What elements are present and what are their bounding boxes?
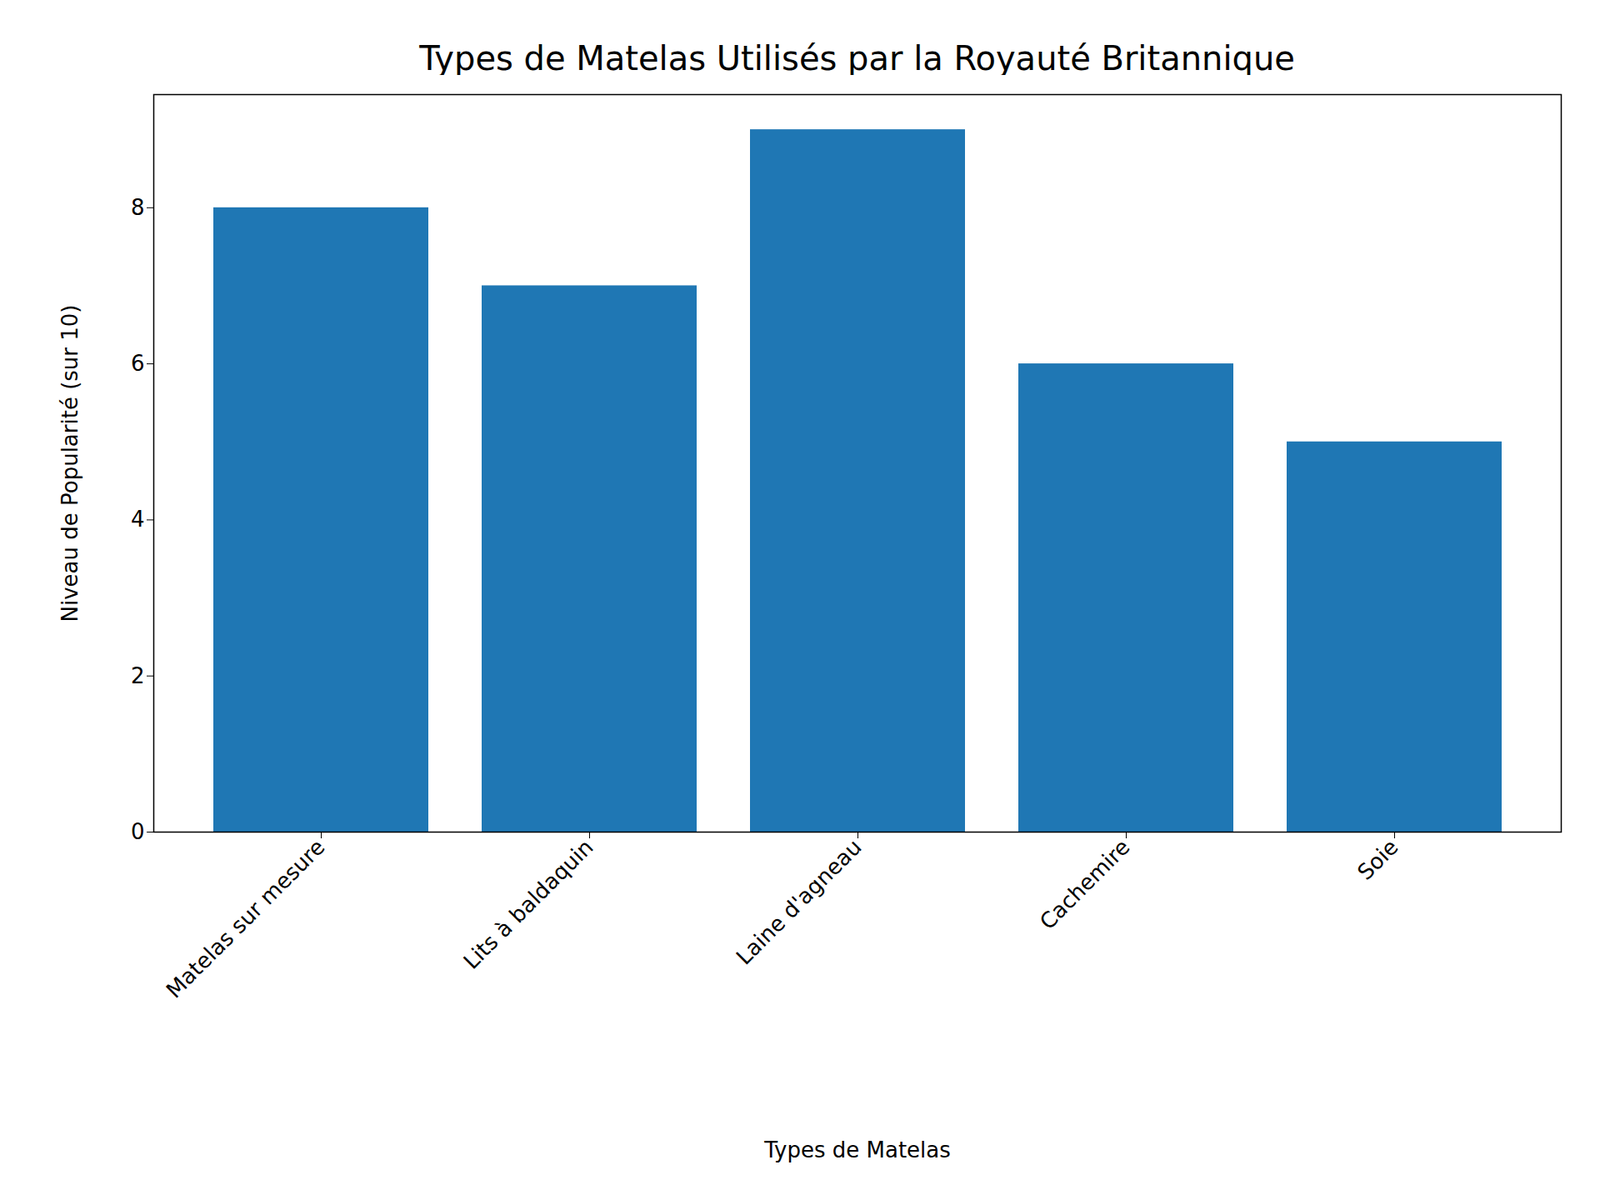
svg-text:Matelas sur mesure: Matelas sur mesure: [160, 834, 330, 1003]
html-text:Types de Matelas Utilisés par: Types de Matelas Utilisés par la Royauté…: [419, 39, 1295, 78]
svg-text:Laine d'agneau: Laine d'agneau: [730, 834, 866, 970]
svg-text:6: 6: [130, 350, 145, 376]
svg-text:Types de Matelas: Types de Matelas: [763, 1137, 951, 1163]
svg-text:Soie: Soie: [1352, 834, 1404, 885]
svg-text:Lits à baldaquin: Lits à baldaquin: [458, 834, 598, 974]
svg-text:2: 2: [130, 663, 145, 689]
svg-text:4: 4: [130, 506, 145, 532]
svg-text:0: 0: [130, 819, 145, 845]
svg-text:Cachemire: Cachemire: [1035, 834, 1135, 935]
svg-text:8: 8: [130, 195, 145, 220]
svg-text:Niveau de Popularité (sur 10): Niveau de Popularité (sur 10): [57, 304, 83, 622]
